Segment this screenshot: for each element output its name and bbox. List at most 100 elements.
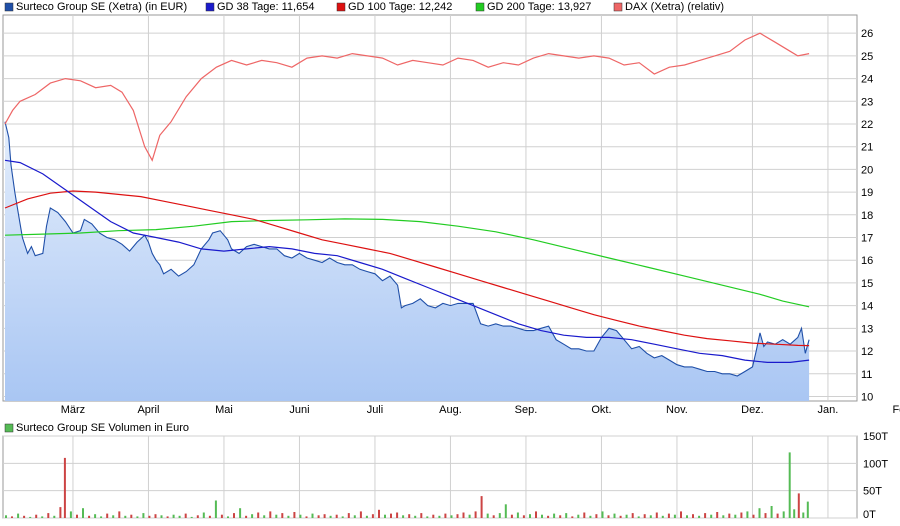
legend-swatch-gd100 (336, 2, 346, 12)
x-tick-label: April (137, 404, 159, 416)
volume-bar (613, 513, 616, 518)
y-tick-label: 20 (861, 164, 873, 176)
volume-bar (166, 516, 169, 518)
x-tick-label: Nov. (666, 404, 688, 416)
volume-bar (625, 514, 628, 518)
legend-label-volume: Surteco Group SE Volumen in Euro (16, 422, 189, 434)
volume-bars (5, 452, 809, 518)
volume-bar (402, 515, 405, 518)
volume-bar (251, 514, 254, 518)
volume-bar (462, 512, 465, 518)
price-series-layer (4, 32, 810, 401)
y-tick-label: 21 (861, 142, 873, 154)
legend-swatch-dax (613, 2, 623, 12)
volume-bar (353, 515, 356, 518)
volume-bar (516, 512, 519, 518)
volume-bar (88, 515, 91, 518)
volume-bar (758, 508, 761, 518)
volume-grid-horizontal (3, 435, 857, 519)
volume-bar (82, 508, 84, 518)
series-line-gd-38-tage-11-654 (4, 159, 810, 363)
y-tick-label: 15 (861, 278, 873, 290)
volume-bar (420, 513, 423, 518)
volume-bar (112, 515, 115, 518)
volume-bar (426, 516, 429, 518)
volume-bar (263, 515, 266, 518)
volume-bar (208, 515, 211, 518)
volume-bar (281, 513, 284, 518)
volume-bar (728, 513, 731, 518)
x-tick-label: Jan. (818, 404, 839, 416)
volume-bar (148, 515, 151, 518)
y-tick-label: 10 (861, 391, 873, 403)
y-tick-label: 25 (861, 51, 873, 63)
volume-bar (94, 514, 97, 518)
volume-bar (69, 511, 72, 518)
volume-bar (649, 515, 652, 518)
volume-bar (378, 509, 380, 518)
volume-bar (631, 513, 634, 518)
volume-bar (770, 506, 773, 518)
volume-bar (601, 511, 604, 518)
y-tick-label: 26 (861, 28, 873, 40)
volume-bar (396, 512, 399, 518)
volume-bar (680, 511, 682, 518)
volume-bar (619, 515, 622, 518)
series-line-gd-200-tage-13-927 (4, 218, 810, 308)
volume-bar (124, 515, 127, 518)
volume-bar (347, 513, 350, 518)
volume-bar (504, 504, 507, 518)
volume-bar (239, 508, 242, 518)
volume-bar (178, 515, 181, 518)
volume-bar (740, 512, 743, 518)
volume-bar (486, 513, 489, 518)
volume-bar (17, 513, 20, 518)
volume-bar (716, 512, 719, 518)
y-tick-label: 24 (861, 74, 873, 86)
volume-bar (390, 513, 392, 518)
y-tick-label: 12 (861, 346, 873, 358)
volume-bar (559, 515, 562, 518)
volume-bar (438, 515, 441, 518)
volume-bar (130, 514, 133, 518)
volume-bar (29, 516, 32, 518)
volume-bar (100, 516, 103, 518)
legend-swatch-gd38 (205, 2, 215, 12)
volume-bar (384, 514, 386, 518)
volume-bar (269, 511, 272, 518)
volume-bar (802, 512, 805, 518)
volume-bar (655, 512, 658, 518)
volume-bar (305, 516, 308, 518)
legend-swatch-volume (4, 423, 14, 433)
volume-bar (432, 514, 435, 518)
volume-bar (53, 515, 56, 518)
volume-bar (5, 515, 7, 518)
volume-bar (764, 513, 767, 518)
y-tick-label: 23 (861, 96, 873, 108)
volume-bar (293, 512, 296, 518)
volume-bar (535, 511, 537, 518)
volume-bar (335, 514, 338, 518)
volume-bar (202, 512, 205, 518)
volume-bar (227, 516, 229, 518)
volume-bar (667, 513, 670, 518)
volume-bar (577, 514, 580, 518)
volume-bar (365, 515, 368, 518)
volume-bar (710, 514, 713, 518)
price-x-axis: März April Mai Juni Juli Aug. Sep. Okt. Nov. Dez.… (61, 404, 900, 416)
volume-bar (184, 513, 187, 518)
volume-bar (746, 511, 749, 518)
volume-bar (456, 514, 459, 518)
volume-bar (722, 515, 725, 518)
volume-bar (480, 496, 483, 518)
volume-bar (565, 513, 568, 518)
volume-bar (782, 511, 785, 518)
volume-bar (196, 515, 199, 518)
volume-bar (106, 513, 109, 518)
volume-bar (408, 514, 411, 518)
legend-label-dax: DAX (Xetra) (relativ) (625, 1, 724, 13)
x-tick-label: Juni (289, 404, 309, 416)
legend-label-gd38: GD 38 Tage: 11,654 (217, 1, 314, 13)
legend-label-gd100: GD 100 Tage: 12,242 (348, 1, 452, 13)
